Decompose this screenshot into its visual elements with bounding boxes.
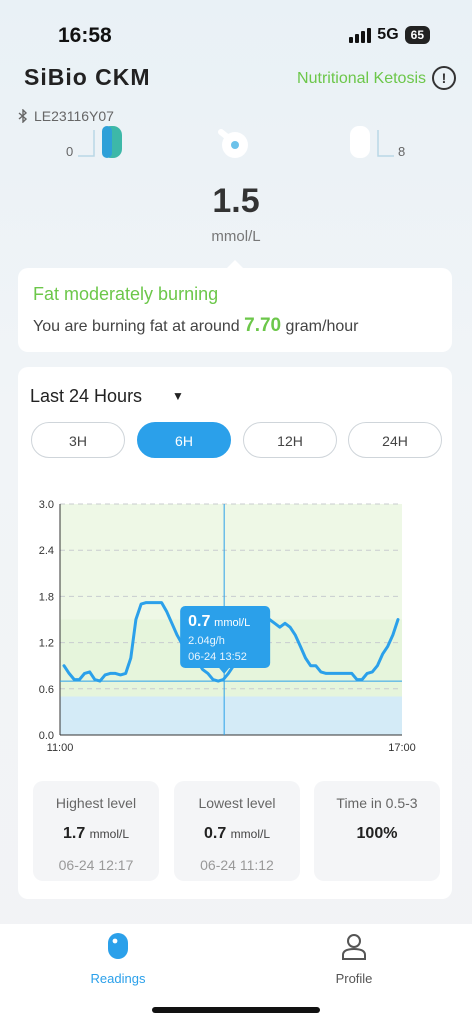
- sensor-center-icon[interactable]: [217, 126, 251, 160]
- sensor-right-icon: [350, 126, 394, 158]
- network-type: 5G: [377, 26, 399, 43]
- y-tick-label: 0.6: [39, 684, 54, 696]
- stat-time-in-range: Time in 0.5-3 100%: [314, 781, 440, 881]
- person-icon: [342, 934, 366, 960]
- range-pill-3h[interactable]: 3H: [31, 422, 125, 458]
- device-id-text: LE23116Y07: [34, 108, 114, 124]
- x-tick-label: 11:00: [47, 742, 74, 754]
- range-selector[interactable]: Last 24 Hours: [30, 386, 143, 406]
- y-tick-label: 0.0: [39, 730, 54, 742]
- chart-band-0: [60, 696, 402, 735]
- stat-lowest: Lowest level 0.7 mmol/L 06-24 11:12: [174, 781, 300, 881]
- tooltip-value: 0.7: [188, 613, 210, 630]
- tooltip-pointer: [219, 668, 230, 674]
- fat-burning-rate: 7.70: [244, 315, 282, 336]
- chart-band-2: [60, 504, 402, 620]
- fat-burning-card: Fat moderately burning You are burning f…: [18, 260, 452, 352]
- dropdown-caret-icon[interactable]: ▼: [172, 389, 184, 403]
- sensor-left-icon: [78, 126, 122, 158]
- app-logo: SiBio CKM: [24, 64, 151, 90]
- range-pill-24h[interactable]: 24H: [348, 422, 442, 458]
- current-reading: 1.5: [212, 182, 260, 220]
- reading-unit: mmol/L: [211, 228, 261, 245]
- ketone-chart[interactable]: 3.0 2.4 1.8 1.2 0.6 0.011:00 17:00 0.7 mmol/L 2.0…: [18, 492, 452, 762]
- fat-burning-desc: You are burning fat at around 7.70 gram/…: [33, 315, 359, 336]
- bluetooth-icon: [18, 109, 28, 123]
- sensor-icon: [108, 933, 128, 959]
- y-tick-label: 1.8: [39, 591, 54, 603]
- right-count: 8: [398, 144, 406, 159]
- fat-burning-title: Fat moderately burning: [33, 284, 219, 304]
- y-tick-label: 1.2: [39, 638, 54, 650]
- chart-tooltip[interactable]: [180, 606, 271, 668]
- signal-icon: [349, 27, 372, 43]
- x-tick-label: 17:00: [388, 742, 416, 754]
- tab-profile[interactable]: Profile: [294, 932, 414, 986]
- home-indicator: [152, 1007, 320, 1013]
- tooltip-unit: mmol/L: [214, 617, 250, 629]
- range-pill-6h[interactable]: 6H: [137, 422, 231, 458]
- chart-card: Last 24 Hours ▼ 3H 6H 12H 24H 3.0 2.4 1.8 1…: [18, 367, 452, 899]
- mode-label[interactable]: Nutritional Ketosis: [297, 70, 426, 87]
- battery-icon: 65: [404, 26, 430, 44]
- y-tick-label: 3.0: [39, 499, 54, 511]
- tooltip-rate: 2.04g/h: [188, 635, 225, 647]
- y-tick-label: 2.4: [39, 545, 54, 557]
- status-time: 16:58: [58, 24, 112, 47]
- tab-readings[interactable]: Readings: [58, 932, 178, 986]
- info-icon[interactable]: !: [432, 66, 456, 90]
- stat-highest: Highest level 1.7 mmol/L 06-24 12:17: [33, 781, 159, 881]
- ketone-series-line: [62, 601, 400, 683]
- left-count: 0: [66, 144, 74, 159]
- device-id: LE23116Y07: [18, 108, 114, 124]
- sensor-status-row: 0 8: [0, 124, 472, 184]
- range-pill-12h[interactable]: 12H: [243, 422, 337, 458]
- tooltip-time: 06-24 13:52: [188, 651, 247, 663]
- status-bar: 16:58 5G 65: [0, 22, 472, 52]
